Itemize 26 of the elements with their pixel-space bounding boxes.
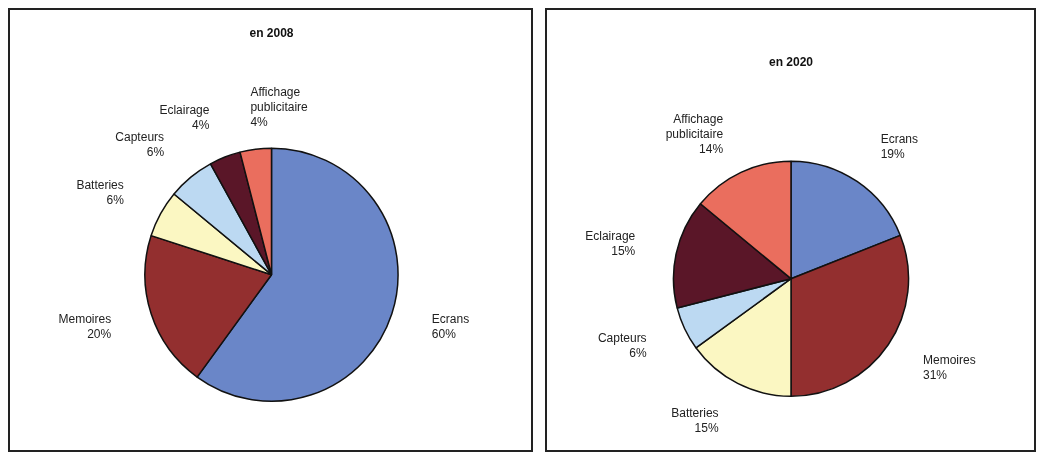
data-label: 60% [431,326,457,341]
data-label: 19% [881,146,906,161]
slice-label: Affichage publicitaire [250,84,309,114]
slice-label: Batteries [671,405,720,420]
slice-label: Memoires [58,311,112,326]
slice-label: Eclairage [159,102,210,117]
data-label: 15% [611,243,637,258]
data-label: 6% [629,346,648,361]
slice-label: Capteurs [115,129,165,144]
slice-label: Ecrans [881,131,919,146]
data-label: 6% [106,193,125,208]
data-label: 31% [923,368,948,383]
slice-label: Affichage publicitaire [666,111,724,141]
slice-label: Ecrans [431,311,470,326]
data-label: 4% [250,114,269,129]
data-label: 20% [87,326,112,341]
slice-label: Capteurs [598,331,648,346]
slice-label: Eclairage [585,228,637,243]
chart-title: en 2008 [249,25,294,40]
slice-label: Batteries [76,178,124,193]
data-label: 14% [699,141,724,156]
data-label: 15% [694,420,720,435]
data-label: 4% [192,117,210,132]
slice-label: Memoires [923,353,977,368]
chart-title: en 2020 [769,54,814,69]
data-label: 6% [146,144,165,159]
